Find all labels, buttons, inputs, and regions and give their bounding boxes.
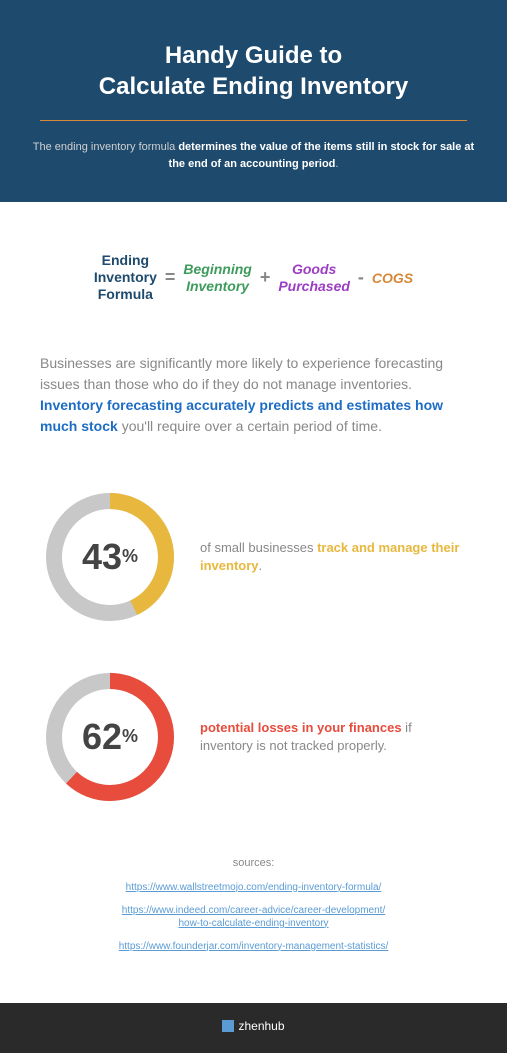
- stat2-highlight: potential losses in your finances: [200, 720, 402, 735]
- footer: zhenhub: [0, 1003, 507, 1053]
- equals-op: =: [165, 267, 176, 288]
- formula-goods: GoodsPurchased: [278, 261, 350, 295]
- stat1-after: .: [259, 558, 263, 573]
- donut-chart-2: 62%: [40, 667, 180, 807]
- sources-label: sources:: [40, 857, 467, 869]
- source-link-3[interactable]: https://www.founderjar.com/inventory-man…: [40, 940, 467, 953]
- body-text-1: Businesses are significantly more likely…: [40, 355, 443, 392]
- minus-op: -: [358, 267, 364, 288]
- source-link-2[interactable]: https://www.indeed.com/career-advice/car…: [40, 904, 467, 930]
- formula-section: EndingInventoryFormula = BeginningInvent…: [0, 202, 507, 332]
- source-link-1[interactable]: https://www.wallstreetmojo.com/ending-in…: [40, 881, 467, 894]
- stat1-pct: %: [122, 546, 138, 567]
- donut-center-1: 43%: [40, 487, 180, 627]
- subtitle-end: .: [335, 158, 338, 170]
- footer-brand: zhenhub: [238, 1019, 284, 1033]
- formula-cogs: COGS: [372, 270, 413, 286]
- body-text-2: you'll require over a certain period of …: [118, 418, 382, 434]
- stat1-number: 43: [82, 536, 122, 578]
- donut-center-2: 62%: [40, 667, 180, 807]
- header: Handy Guide toCalculate Ending Inventory…: [0, 0, 507, 202]
- stat2-text: potential losses in your finances if inv…: [200, 719, 467, 755]
- page-title: Handy Guide toCalculate Ending Inventory: [30, 40, 477, 102]
- plus-op: +: [260, 267, 271, 288]
- subtitle: The ending inventory formula determines …: [30, 139, 477, 172]
- footer-logo: zhenhub: [222, 1019, 284, 1033]
- stat1-text: of small businesses track and manage the…: [200, 539, 467, 575]
- formula-label: EndingInventoryFormula: [94, 252, 157, 302]
- stat-row-1: 43% of small businesses track and manage…: [0, 467, 507, 647]
- stat1-before: of small businesses: [200, 540, 317, 555]
- body-paragraph: Businesses are significantly more likely…: [0, 333, 507, 467]
- header-divider: [40, 120, 467, 121]
- stat-row-2: 62% potential losses in your finances if…: [0, 647, 507, 827]
- subtitle-intro: The ending inventory formula: [33, 141, 179, 153]
- subtitle-bold: determines the value of the items still …: [169, 141, 475, 170]
- stat2-number: 62: [82, 716, 122, 758]
- logo-icon: [222, 1020, 234, 1032]
- stat2-pct: %: [122, 726, 138, 747]
- donut-chart-1: 43%: [40, 487, 180, 627]
- sources-section: sources: https://www.wallstreetmojo.com/…: [0, 827, 507, 1003]
- formula-beginning: BeginningInventory: [183, 261, 251, 295]
